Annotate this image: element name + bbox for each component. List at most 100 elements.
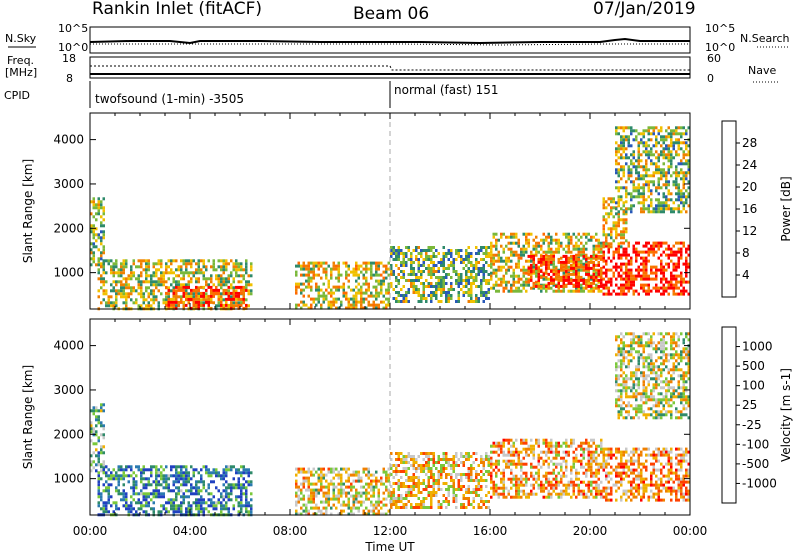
data-cell (670, 144, 673, 148)
data-cell (592, 250, 595, 254)
data-cell (150, 292, 153, 296)
data-cell (245, 489, 248, 493)
data-cell (535, 477, 538, 481)
data-cell (160, 474, 163, 478)
data-cell (547, 263, 550, 267)
data-cell (572, 254, 575, 258)
data-cell (192, 297, 195, 301)
data-cell (207, 283, 210, 287)
data-cell (612, 253, 615, 257)
data-cell (627, 207, 630, 211)
data-cell (340, 476, 343, 480)
data-cell (332, 303, 335, 307)
data-cell (385, 288, 388, 292)
data-cell (215, 304, 218, 308)
data-cell (370, 264, 373, 268)
data-cell (195, 492, 198, 496)
data-cell (420, 506, 423, 509)
data-cell (182, 300, 185, 304)
data-cell (637, 132, 640, 136)
data-cell (430, 503, 433, 506)
data-cell (92, 245, 95, 249)
data-cell (397, 497, 400, 500)
data-cell (410, 503, 413, 506)
data-cell (170, 300, 173, 304)
data-cell (170, 259, 173, 263)
data-cell (100, 469, 103, 473)
data-cell (407, 494, 410, 497)
data-cell (105, 474, 108, 478)
data-cell (585, 278, 588, 282)
data-cell (537, 286, 540, 290)
data-cell (90, 421, 93, 425)
data-cell (110, 295, 113, 299)
data-cell (300, 491, 303, 495)
data-cell (465, 285, 468, 288)
data-cell (197, 271, 200, 275)
data-cell (407, 452, 410, 455)
data-cell (632, 165, 635, 169)
data-cell (177, 486, 180, 490)
data-cell (495, 465, 498, 469)
data-cell (525, 277, 528, 281)
data-cell (502, 274, 505, 278)
data-cell (100, 274, 103, 278)
data-cell (382, 491, 385, 495)
data-cell (330, 288, 333, 292)
data-cell (505, 283, 508, 287)
data-cell (637, 156, 640, 160)
data-cell (662, 138, 665, 142)
data-cell (490, 480, 493, 484)
data-cell (180, 468, 183, 472)
data-cell (555, 483, 558, 487)
data-cell (500, 450, 503, 454)
data-cell (397, 494, 400, 497)
data-cell (575, 241, 578, 245)
data-cell (470, 297, 473, 300)
data-cell (445, 252, 448, 255)
data-cell (660, 292, 663, 296)
data-cell (525, 480, 528, 484)
data-cell (180, 295, 183, 299)
data-cell (625, 227, 628, 231)
data-cell (467, 246, 470, 249)
data-cell (385, 473, 388, 477)
data-cell (230, 286, 233, 290)
data-cell (537, 438, 540, 442)
data-cell (537, 477, 540, 481)
data-cell (375, 297, 378, 301)
data-cell (612, 200, 615, 204)
data-cell (515, 253, 518, 257)
data-cell (195, 291, 198, 295)
data-cell (340, 479, 343, 483)
data-cell (617, 189, 620, 193)
data-cell (542, 462, 545, 466)
data-cell (197, 507, 200, 511)
data-cell (425, 455, 428, 458)
data-cell (455, 300, 458, 303)
data-cell (512, 459, 515, 463)
data-cell (155, 274, 158, 278)
data-cell (115, 489, 118, 493)
data-cell (562, 483, 565, 487)
data-cell (395, 470, 398, 473)
data-cell (542, 232, 545, 236)
data-cell (600, 281, 603, 285)
data-cell (530, 271, 533, 275)
data-cell (527, 266, 530, 270)
data-cell (295, 482, 298, 486)
data-cell (95, 409, 98, 413)
data-cell (352, 506, 355, 510)
data-cell (545, 441, 548, 445)
data-cell (312, 297, 315, 301)
data-cell (92, 430, 95, 434)
data-cell (502, 277, 505, 281)
data-cell (565, 441, 568, 445)
data-cell (357, 509, 360, 513)
data-cell (295, 306, 298, 310)
data-cell (167, 300, 170, 304)
data-cell (175, 507, 178, 511)
data-cell (330, 306, 333, 310)
data-cell (362, 276, 365, 280)
data-cell (412, 464, 415, 467)
